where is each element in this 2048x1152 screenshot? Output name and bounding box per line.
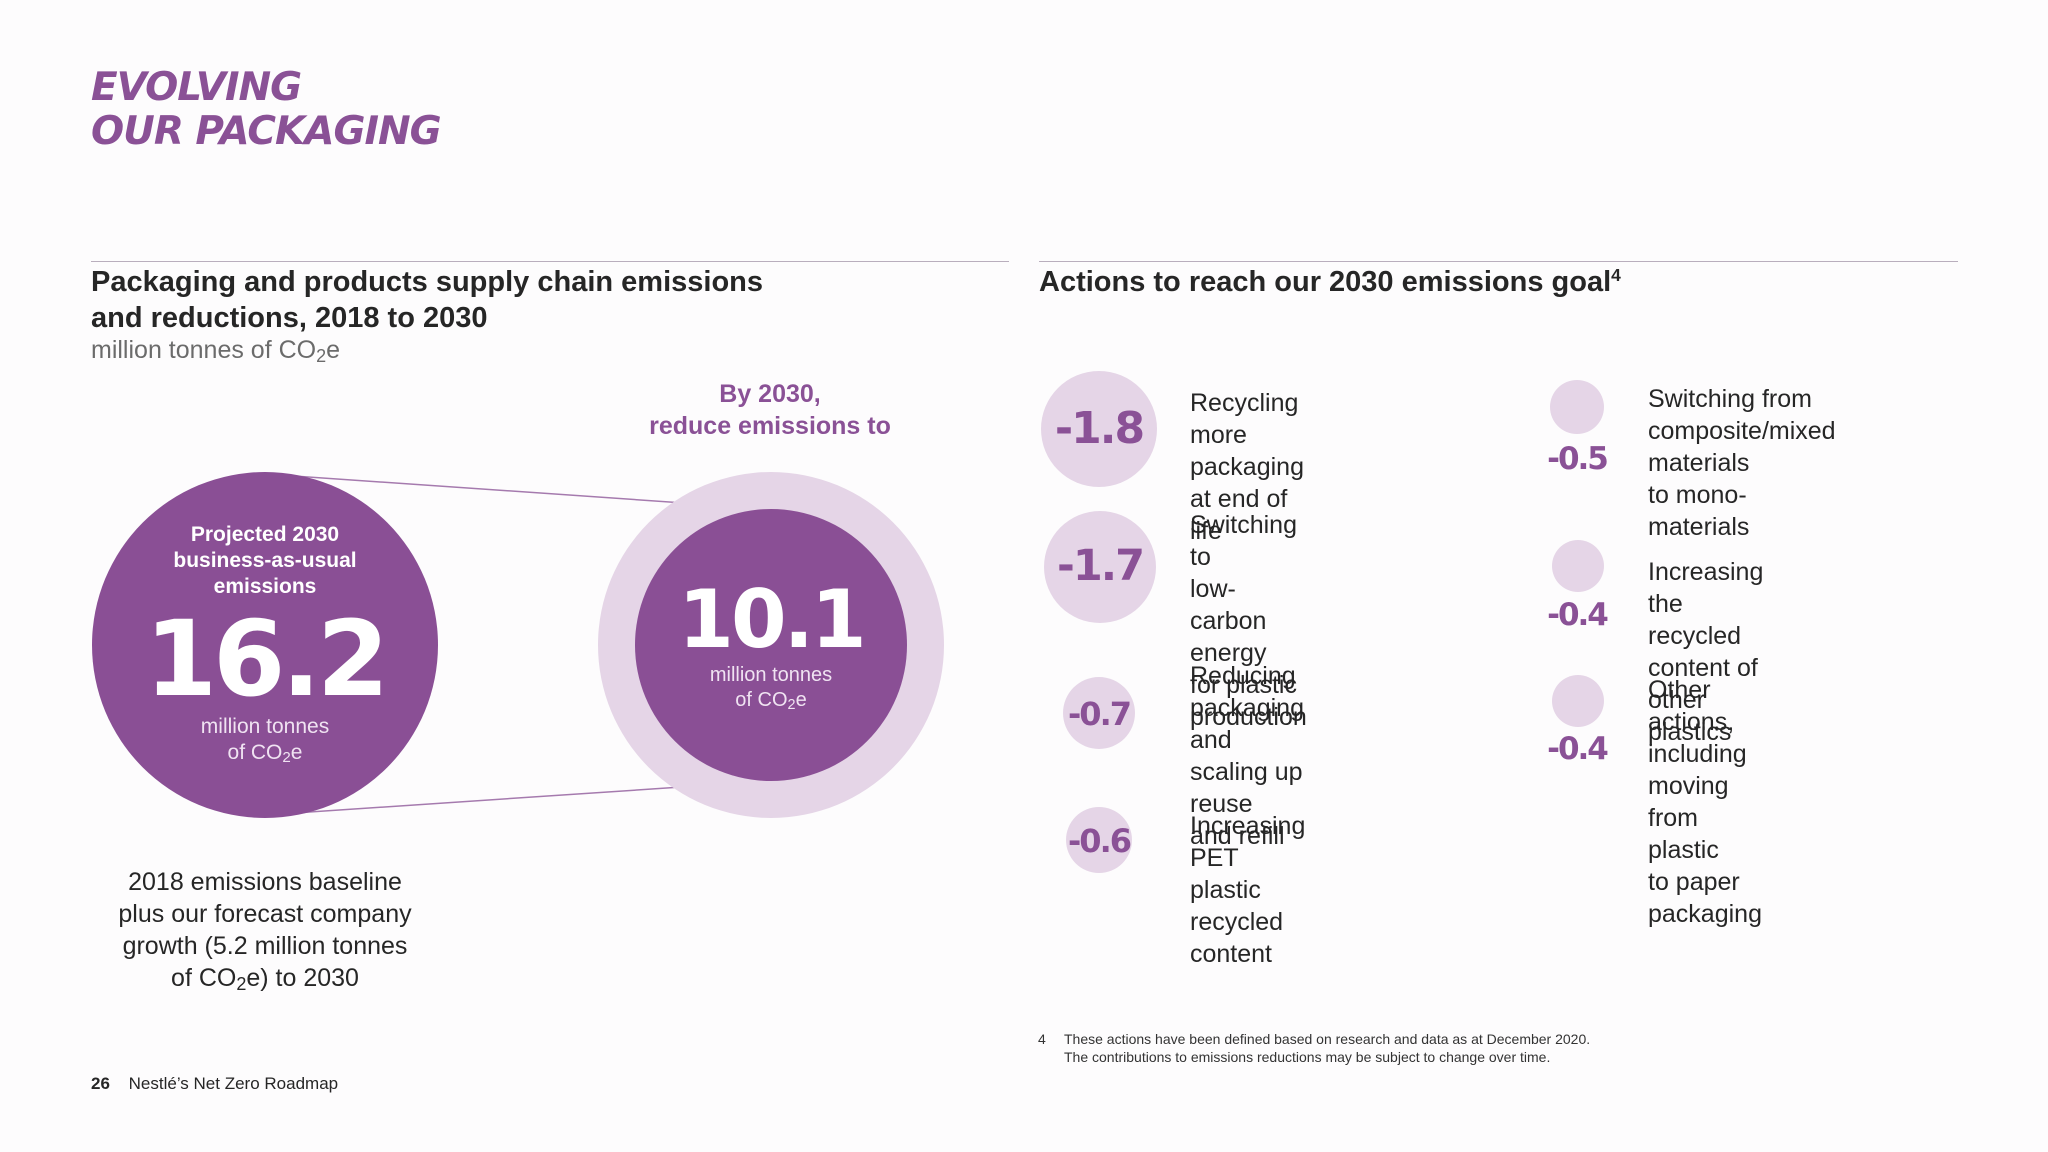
action-bubble (1063, 677, 1135, 749)
page-title: EVOLVING OUR PACKAGING (91, 65, 442, 154)
projected-unit: million tonnes of CO2e (200, 715, 330, 767)
right-section-title: Actions to reach our 2030 emissions goal… (1039, 264, 1621, 298)
page-title-line: OUR PACKAGING (91, 109, 442, 154)
projected-value: 16.2 (144, 598, 390, 720)
action-value: -0.4 (1547, 731, 1609, 767)
page-title-line: EVOLVING (91, 65, 302, 110)
footnote-number: 4 (1038, 1031, 1046, 1047)
target-heading: By 2030, reduce emissions to (649, 380, 891, 440)
right-section-rule (1039, 261, 1958, 262)
left-section-heading: Packaging and products supply chain emis… (91, 264, 991, 366)
action-bubble (1550, 380, 1604, 434)
action-value: -0.6 (1068, 822, 1132, 860)
left-section-title-line: Packaging and products supply chain emis… (91, 266, 763, 298)
action-bubble (1041, 371, 1157, 487)
baseline-note: 2018 emissions baseline plus our forecas… (118, 868, 412, 994)
projected-emissions-circle: Projected 2030 business-as-usual emissio… (92, 472, 438, 818)
action-value: -0.7 (1068, 695, 1132, 733)
target-emissions-circle: 10.1 million tonnes of CO2e (635, 509, 907, 781)
left-section-title: Packaging and products supply chain emis… (91, 264, 991, 336)
action-label: Recycling more packaging at end of life (1190, 389, 1304, 545)
footnote-text: These actions have been defined based on… (1064, 1031, 1591, 1065)
page-number: 26 (91, 1074, 110, 1093)
projected-label: Projected 2030 business-as-usual emissio… (173, 523, 357, 598)
action-bubble (1066, 807, 1132, 873)
footnote-marker: 4 (1611, 264, 1621, 285)
action-label: Increasing the recycled content of other… (1648, 558, 1764, 746)
action-label: Reducing packaging and scaling up reuse … (1190, 662, 1304, 850)
left-section-title-line: and reductions, 2018 to 2030 (91, 302, 488, 334)
left-section-unit: million tonnes of CO2e (91, 336, 341, 366)
action-label: Increasing PET plastic recycled content (1190, 812, 1306, 968)
action-label: Switching from composite/mixed materials… (1648, 385, 1836, 541)
action-label: Other actions, including moving from pla… (1648, 676, 1762, 928)
action-bubble (1044, 511, 1156, 623)
publication-title: Nestlé’s Net Zero Roadmap (128, 1074, 339, 1093)
page-footer: 26 Nestlé’s Net Zero Roadmap (91, 1074, 338, 1094)
action-label: Switching to low-carbon energy for plast… (1190, 511, 1307, 731)
target-unit: million tonnes of CO2e (709, 664, 833, 714)
action-bubble (1552, 675, 1604, 727)
action-value: -1.7 (1056, 541, 1145, 591)
action-value: -0.4 (1547, 597, 1609, 633)
action-value: -0.5 (1547, 441, 1609, 477)
target-value: 10.1 (678, 573, 866, 666)
action-value: -1.8 (1054, 403, 1145, 454)
left-section-rule (91, 261, 1009, 262)
action-bubble (1552, 540, 1604, 592)
